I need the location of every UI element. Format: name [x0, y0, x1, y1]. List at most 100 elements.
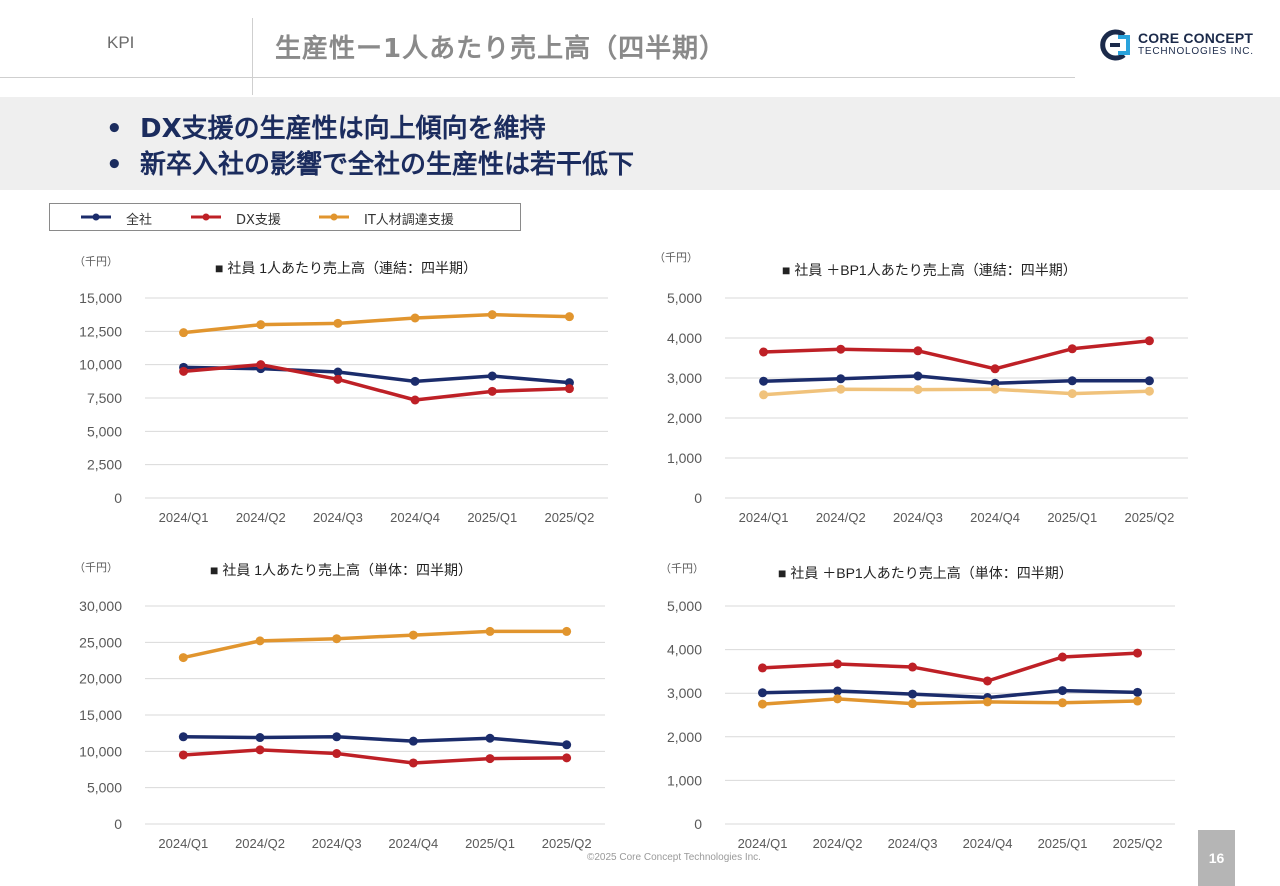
y-tick-label: 1,000	[667, 450, 702, 466]
data-point	[833, 686, 842, 696]
legend-line-marker-icon	[319, 213, 349, 221]
legend-dot	[202, 213, 210, 221]
data-point	[333, 318, 343, 328]
chart-consolidated-employee-bp: （千円） ■ 社員 ＋BP1人あたり売上高（連結：四半期） 0 1,000 2,000 3…	[640, 250, 1200, 539]
summary-bullet-text: 新卒入社の影響で全社の生産性は若干低下	[140, 150, 635, 180]
data-point	[332, 732, 342, 742]
x-tick-label: 2025/Q1	[465, 836, 515, 851]
data-point	[833, 694, 842, 704]
data-point	[990, 364, 1000, 374]
y-tick-label: 5,000	[667, 598, 702, 614]
y-tick-label: 2,000	[667, 729, 702, 745]
x-tick-label: 2024/Q4	[390, 510, 440, 525]
x-tick-label: 2024/Q2	[816, 510, 866, 525]
x-tick-label: 2024/Q4	[970, 510, 1020, 525]
unit-label: （千円）	[74, 561, 118, 574]
data-point	[333, 367, 343, 377]
x-tick-label: 2025/Q1	[1038, 836, 1088, 851]
chart-svg: （千円） ■ 社員 ＋BP1人あたり売上高（連結：四半期） 0 1,000 2,000 3…	[654, 251, 1188, 525]
x-tick-label: 2024/Q3	[888, 836, 938, 851]
data-point	[332, 634, 342, 644]
y-tick-label: 0	[694, 816, 702, 832]
data-point	[485, 754, 495, 764]
chart-consolidated-employee: （千円） ■ 社員 1人あたり売上高（連結：四半期） 0 2,500 5,000 7,50…	[60, 250, 620, 539]
data-point	[1058, 652, 1067, 662]
data-point	[562, 740, 572, 750]
series-line	[183, 362, 570, 402]
series-line	[762, 688, 1138, 700]
logo-text-secondary: TECHNOLOGIES INC.	[1138, 46, 1254, 57]
data-point	[564, 384, 574, 394]
y-tick-label: 3,000	[667, 685, 702, 701]
data-point	[1058, 698, 1067, 708]
x-tick-label: 2024/Q1	[738, 836, 788, 851]
series-line	[183, 735, 567, 747]
data-point	[1144, 376, 1154, 386]
data-point	[1144, 386, 1154, 396]
chart-svg: （千円） ■ 社員 ＋BP1人あたり売上高（単体：四半期） 0 1,000 2,000 3…	[660, 562, 1175, 851]
x-tick-label: 2024/Q1	[159, 510, 209, 525]
data-point	[758, 699, 767, 709]
chart-title: ■ 社員 1人あたり売上高（単体：四半期）	[210, 562, 472, 578]
x-tick-label: 2025/Q2	[1124, 510, 1174, 525]
series-line	[763, 387, 1150, 397]
data-point	[255, 745, 265, 755]
y-tick-label: 2,000	[667, 410, 702, 426]
y-tick-label: 5,000	[87, 780, 122, 796]
series-line	[763, 374, 1150, 385]
series-line	[182, 629, 567, 660]
data-point	[332, 749, 342, 759]
y-tick-label: 4,000	[667, 642, 702, 658]
data-point	[908, 689, 917, 699]
x-tick-label: 2024/Q3	[312, 836, 362, 851]
company-logo: CORE CONCEPT TECHNOLOGIES INC.	[1098, 26, 1268, 66]
page-title: 生産性ー1人あたり売上高（四半期）	[275, 34, 727, 64]
data-point	[485, 626, 495, 636]
chart-title: ■ 社員 ＋BP1人あたり売上高（連結：四半期）	[782, 262, 1077, 278]
data-point	[1133, 687, 1142, 697]
chart-standalone-employee: （千円） ■ 社員 1人あたり売上高（単体：四半期） 0 5,000 10,000 15,…	[60, 558, 620, 857]
data-point	[410, 395, 420, 405]
data-point	[487, 310, 497, 320]
data-point	[913, 385, 923, 395]
y-tick-label: 25,000	[79, 634, 122, 650]
data-point	[179, 366, 189, 376]
summary-band	[0, 97, 1280, 190]
data-point	[485, 733, 495, 743]
x-tick-label: 2024/Q2	[813, 836, 863, 851]
chart-title: ■ 社員 1人あたり売上高（連結：四半期）	[215, 260, 477, 276]
legend-label: DX支援	[236, 213, 281, 228]
data-point	[408, 736, 418, 746]
summary-bullet: • DX支援の生産性は向上傾向を維持	[106, 108, 546, 145]
data-point	[487, 386, 497, 396]
data-point	[333, 374, 343, 384]
y-tick-label: 5,000	[87, 423, 122, 439]
data-point	[983, 697, 992, 707]
x-tick-label: 2024/Q3	[313, 510, 363, 525]
chart-svg: （千円） ■ 社員 1人あたり売上高（連結：四半期） 0 2,500 5,000 7,50…	[74, 255, 608, 525]
y-tick-label: 0	[114, 490, 122, 506]
y-tick-label: 12,500	[79, 323, 122, 339]
legend-dot	[92, 213, 100, 221]
data-point	[410, 313, 420, 323]
y-tick-label: 15,000	[79, 290, 122, 306]
data-point	[913, 346, 923, 356]
y-tick-label: 5,000	[667, 290, 702, 306]
header-divider-horizontal	[0, 77, 1075, 78]
x-tick-label: 2025/Q1	[467, 510, 517, 525]
data-point	[1067, 344, 1077, 354]
bullet-dot-icon: •	[106, 114, 123, 144]
section-label: KPI	[107, 33, 135, 52]
y-tick-label: 4,000	[667, 330, 702, 346]
logo-mark-icon	[1100, 29, 1130, 61]
data-point	[1133, 696, 1142, 706]
data-point	[256, 360, 266, 370]
series-line	[762, 697, 1138, 706]
data-point	[1133, 648, 1142, 658]
legend-label: 全社	[126, 213, 153, 228]
data-point	[256, 320, 266, 330]
data-point	[178, 653, 188, 663]
y-tick-label: 0	[114, 816, 122, 832]
data-point	[178, 732, 188, 742]
data-point	[410, 376, 420, 386]
